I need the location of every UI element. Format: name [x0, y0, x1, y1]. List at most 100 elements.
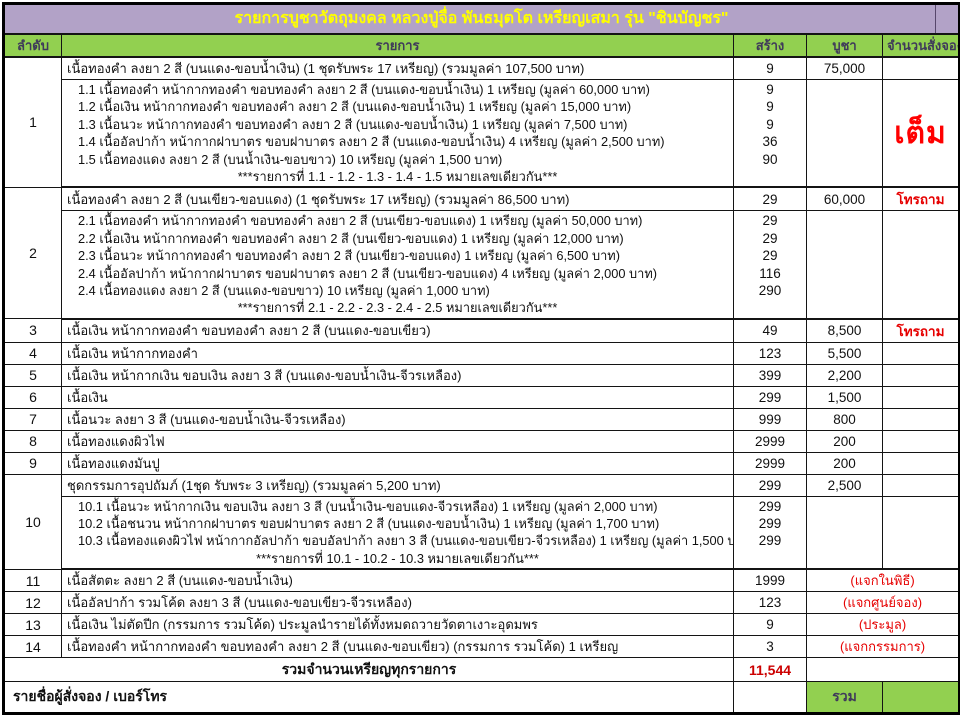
table-row: 3 เนื้อเงิน หน้ากากทองคำ ขอบทองคำ ลงยา 2… — [3, 318, 960, 343]
same-number-note: ***รายการที่ 1.1 - 1.2 - 1.3 - 1.4 - 1.5… — [237, 168, 558, 184]
made-count: 9 — [733, 613, 807, 637]
table-row: 4 เนื้อเงิน หน้ากากทองคำ 123 5,500 — [3, 341, 960, 365]
price-value: 200 — [806, 429, 883, 453]
sub-item-list: 2.1 เนื้อทองคำ หน้ากากทองคำ ขอบทองคำ ลงย… — [61, 210, 734, 320]
sub-item: 10.2 เนื้อชนวน หน้ากากฝาบาตร ขอบฝาบาตร ล… — [78, 516, 660, 532]
price-value: 200 — [806, 451, 883, 475]
orders-cell — [881, 429, 960, 453]
item-desc: เนื้อทองแดงผิวไฟ — [61, 429, 734, 453]
title-row: รายการบูชาวัตถุมงคล หลวงปู่จื่อ พันธมุตโ… — [2, 3, 960, 35]
sub-item: 10.3 เนื้อทองแดงผิวไฟ หน้ากากอัลปาก้า ขอ… — [78, 533, 734, 549]
made-count: 3 — [733, 635, 807, 659]
price-value: 5,500 — [806, 341, 883, 365]
header-row: ลำดับ รายการ สร้าง บูชา จำนวนสั่งจอง — [3, 33, 960, 58]
table-row: 5 เนื้อเงิน หน้ากากเงิน ขอบเงิน ลงยา 3 ส… — [3, 363, 960, 387]
made-count: 123 — [733, 341, 807, 365]
table-row: 1 เนื้อทองคำ ลงยา 2 สี (บนแดง-ขอบน้ำเงิน… — [3, 56, 960, 188]
same-number-note: ***รายการที่ 2.1 - 2.2 - 2.3 - 2.4 - 2.5… — [237, 300, 558, 316]
orders-cell — [881, 341, 960, 365]
made-count: 299 — [733, 473, 807, 497]
row-index: 3 — [3, 318, 62, 343]
total-empty-cell — [805, 657, 960, 683]
table-subrow-block: 2.1 เนื้อทองคำ หน้ากากทองคำ ขอบทองคำ ลงย… — [4, 210, 960, 320]
orders-cell — [881, 473, 960, 497]
row-index: 5 — [3, 363, 62, 387]
sub-item: 10.1 เนื้อนวะ หน้ากากเงิน ขอบเงิน ลงยา 3… — [78, 498, 658, 514]
item-desc: เนื้อเงิน ไม่ตัดปีก (กรรมการ รวมโค้ด) ปร… — [61, 613, 734, 637]
table-row: 11 เนื้อสัตตะ ลงยา 2 สี (บนแดง-ขอบน้ำเงิ… — [3, 568, 960, 593]
made-count: 29 — [733, 186, 807, 212]
made-count: 299 — [758, 498, 782, 514]
item-desc: ชุดกรรมการอุปถัมภ์ (1ชุด รับพระ 3 เหรียญ… — [61, 473, 734, 497]
made-count: 299 — [758, 533, 782, 549]
made-count: 36 — [762, 134, 778, 150]
sub-item: 2.4 เนื้ออัลปาก้า หน้ากากฝาบาตร ขอบฝาบาต… — [78, 265, 658, 281]
sub-made-list: 299 299 299 — [733, 495, 807, 571]
price-value: 75,000 — [806, 56, 883, 80]
row-index: 7 — [3, 407, 62, 431]
table-row: 13 เนื้อเงิน ไม่ตัดปีก (กรรมการ รวมโค้ด)… — [3, 613, 960, 637]
orders-cell — [881, 210, 960, 320]
item-desc: เนื้อเงิน หน้ากากทองคำ — [61, 341, 734, 365]
col-header-orders: จำนวนสั่งจอง — [881, 33, 960, 58]
sub-item-list: 10.1 เนื้อนวะ หน้ากากเงิน ขอบเงิน ลงยา 3… — [61, 495, 734, 571]
price-value: 8,500 — [806, 318, 883, 343]
status-full-badge: เต็ม — [881, 79, 960, 189]
table-row: 14 เนื้อทองคำ หน้ากากทองคำ ขอบทองคำ ลงยา… — [3, 635, 960, 659]
table-row: 2 เนื้อทองคำ ลงยา 2 สี (บนเขียว-ขอบแดง) … — [3, 186, 960, 320]
table-row: 6 เนื้อเงิน 299 1,500 — [3, 385, 960, 409]
item-desc: เนื้ออัลปาก้า รวมโค้ด ลงยา 3 สี (บนแดง-ข… — [61, 591, 734, 615]
sum-value-cell — [881, 681, 960, 715]
item-desc: เนื้อทองคำ ลงยา 2 สี (บนเขียว-ขอบแดง) (1… — [61, 186, 734, 212]
total-coin-count: 11,544 — [733, 657, 807, 683]
total-label: รวมจำนวนเหรียญทุกรายการ — [3, 657, 734, 683]
item-desc: เนื้อเงิน — [61, 385, 734, 409]
distribution-tag: (แจกกรรมการ) — [805, 635, 960, 659]
made-count: 29 — [762, 248, 778, 264]
row-index: 1 — [3, 56, 62, 188]
row-index: 8 — [3, 429, 62, 453]
row-index: 6 — [3, 385, 62, 409]
sub-item: 2.1 เนื้อทองคำ หน้ากากทองคำ ขอบทองคำ ลงย… — [78, 213, 643, 229]
made-count: 290 — [758, 282, 782, 298]
item-desc: เนื้อสัตตะ ลงยา 2 สี (บนแดง-ขอบน้ำเงิน) — [61, 568, 734, 593]
item-desc: เนื้อทองแดงมันปู — [61, 451, 734, 475]
table-row: 8 เนื้อทองแดงผิวไฟ 2999 200 — [3, 429, 960, 453]
row-index: 10 — [3, 473, 62, 570]
footer-row: รายชื่อผู้สั่งจอง / เบอร์โทร รวม — [3, 681, 960, 715]
title-inner: รายการบูชาวัตถุมงคล หลวงปู่จื่อ พันธมุตโ… — [9, 4, 954, 34]
sub-item: 2.2 เนื้อเงิน หน้ากากทองคำ ขอบทองคำ ลงยา… — [78, 230, 624, 246]
table-row: 9 เนื้อทองแดงมันปู 2999 200 — [3, 451, 960, 475]
col-header-item: รายการ — [61, 33, 734, 58]
made-count: 116 — [759, 265, 781, 281]
total-row: รวมจำนวนเหรียญทุกรายการ 11,544 — [3, 657, 960, 683]
reserver-list-label: รายชื่อผู้สั่งจอง / เบอร์โทร — [3, 681, 734, 715]
item-desc: เนื้อเงิน หน้ากากทองคำ ขอบทองคำ ลงยา 2 ส… — [61, 318, 734, 343]
made-count-blank — [735, 168, 806, 185]
row-index: 13 — [3, 613, 62, 637]
made-count: 9 — [766, 82, 774, 97]
sub-item: 1.3 เนื้อนวะ หน้ากากทองคำ ขอบทองคำ ลงยา … — [78, 116, 628, 132]
made-count: 999 — [733, 407, 807, 431]
item-desc: เนื้อทองคำ หน้ากากทองคำ ขอบทองคำ ลงยา 2 … — [61, 635, 734, 659]
orders-cell — [881, 407, 960, 431]
orders-cell — [881, 495, 960, 571]
item-desc: เนื้อนวะ ลงยา 3 สี (บนแดง-ขอบน้ำเงิน-จีว… — [61, 407, 734, 431]
row-index: 9 — [3, 451, 62, 475]
sub-item: 1.5 เนื้อทองแดง ลงยา 2 สี (บนน้ำเงิน-ขอบ… — [78, 151, 503, 167]
made-count: 299 — [758, 516, 782, 532]
call-to-ask-tag: โทรถาม — [881, 186, 960, 212]
price-value: 2,500 — [806, 473, 883, 497]
made-count: 9 — [766, 116, 774, 132]
price-value: 2,200 — [806, 363, 883, 387]
price-value: 800 — [806, 407, 883, 431]
col-header-price: บูชา — [806, 33, 883, 58]
table-subrow-block: 10.1 เนื้อนวะ หน้ากากเงิน ขอบเงิน ลงยา 3… — [4, 495, 960, 571]
footer-empty-cell — [733, 681, 807, 715]
made-count: 49 — [733, 318, 807, 343]
made-count: 299 — [733, 385, 807, 409]
price-cell — [806, 79, 883, 189]
sub-item: 2.4 เนื้อทองแดง ลงยา 2 สี (บนแดง-ขอบขาว)… — [78, 282, 490, 298]
title-divider — [935, 4, 937, 34]
